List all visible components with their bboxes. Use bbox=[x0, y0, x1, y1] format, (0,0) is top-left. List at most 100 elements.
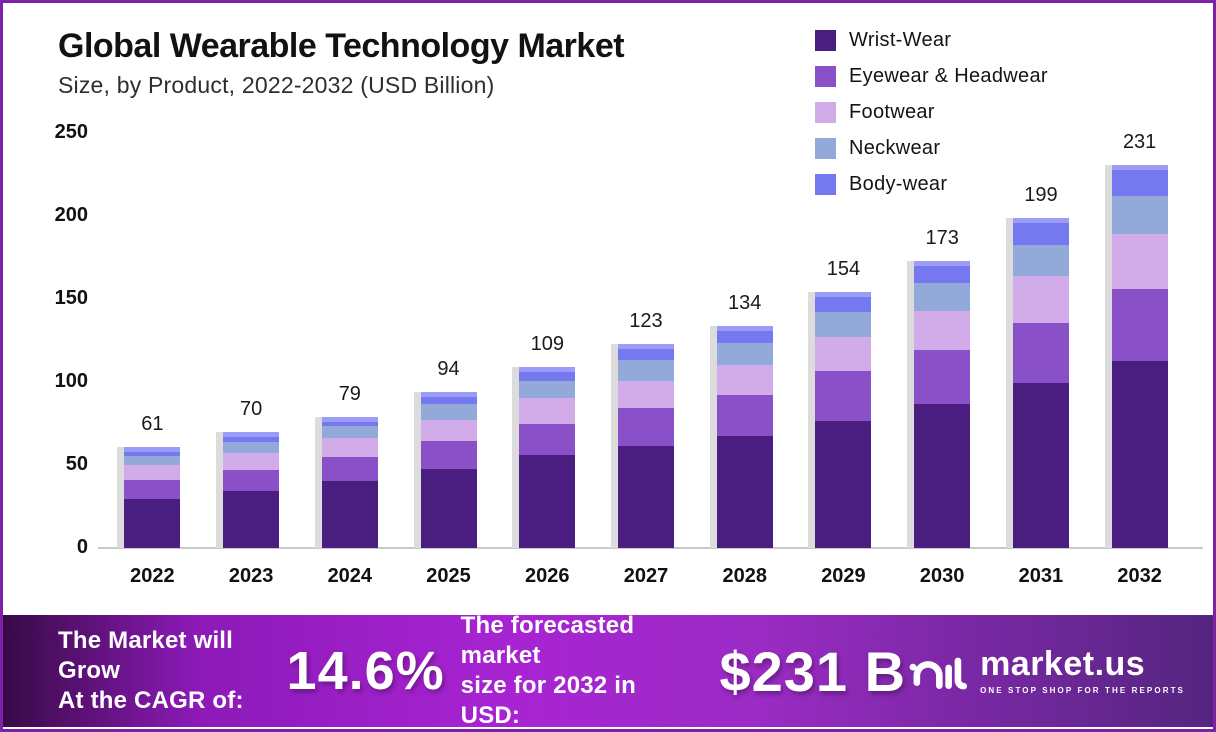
bar-2025-segment-2 bbox=[420, 419, 477, 442]
bar-2026-segment-4 bbox=[519, 367, 576, 381]
bar-2025 bbox=[420, 391, 477, 548]
legend-swatch-3 bbox=[815, 138, 836, 159]
x-axis-label-2023: 2023 bbox=[228, 565, 274, 587]
bar-total-label-2029: 154 bbox=[826, 258, 861, 281]
legend-item-4: Body-wear bbox=[815, 173, 1048, 196]
legend-label-2: Footwear bbox=[849, 101, 935, 123]
bar-2026-segment-1 bbox=[519, 423, 576, 455]
bar-2022-segment-0 bbox=[124, 499, 181, 548]
x-axis-label-2031: 2031 bbox=[1018, 565, 1064, 587]
bar-2024-segment-1 bbox=[321, 457, 378, 482]
bar-2029-segment-0 bbox=[815, 420, 872, 548]
bar-2025-segment-0 bbox=[420, 469, 477, 548]
bar-total-label-2028: 134 bbox=[728, 291, 762, 314]
bar-2025-segment-1 bbox=[420, 441, 477, 470]
bar-2024-segment-4 bbox=[321, 416, 378, 427]
bar-2028-segment-1 bbox=[716, 395, 773, 436]
bar-2030-segment-0 bbox=[914, 404, 971, 548]
bar-2026-segment-3 bbox=[519, 380, 576, 399]
bar-2022-segment-1 bbox=[124, 480, 181, 500]
bar-2022-segment-2 bbox=[124, 465, 181, 481]
bar-2025-segment-3 bbox=[420, 404, 477, 420]
bar-total-label-2032: 231 bbox=[1122, 130, 1157, 153]
y-axis-tick-100: 100 bbox=[54, 370, 88, 392]
legend-item-2: Footwear bbox=[815, 101, 1048, 124]
legend-label-4: Body-wear bbox=[849, 173, 948, 195]
bar-2031 bbox=[1012, 217, 1069, 548]
stacked-bar-chart: 0 50 100 150 200 250 61 2022 70 2023 79 2024 94 2025 1… bbox=[3, 3, 1213, 729]
bar-2029-segment-1 bbox=[815, 371, 872, 421]
bar-2032-segment-3 bbox=[1111, 195, 1168, 234]
cagr-caption-line2: At the CAGR of: bbox=[58, 687, 244, 714]
bar-2031-segment-4 bbox=[1012, 217, 1069, 245]
forecast-caption-line2: size for 2032 in USD: bbox=[460, 672, 636, 729]
bar-2025-segment-4 bbox=[420, 391, 477, 405]
legend-label-0: Wrist-Wear bbox=[849, 29, 952, 51]
legend-item-1: Eyewear & Headwear bbox=[815, 65, 1048, 88]
bar-2026 bbox=[519, 367, 576, 548]
x-axis-label-2028: 2028 bbox=[722, 565, 767, 587]
logo-name: market.us bbox=[980, 645, 1146, 683]
bar-2031-segment-2 bbox=[1012, 276, 1069, 324]
bar-2032-segment-1 bbox=[1111, 288, 1168, 361]
cagr-caption: The Market will Grow At the CAGR of: bbox=[58, 626, 273, 716]
bar-total-label-2022: 61 bbox=[141, 412, 164, 435]
bar-2027-segment-1 bbox=[618, 408, 674, 447]
legend-swatch-1 bbox=[815, 66, 836, 87]
legend-item-3: Neckwear bbox=[815, 137, 1048, 160]
bar-2027-segment-4 bbox=[618, 343, 674, 360]
bar-2024-segment-3 bbox=[321, 426, 378, 438]
x-axis-label-2022: 2022 bbox=[130, 565, 175, 587]
market-us-logo: market.us ONE STOP SHOP FOR THE REPORTS bbox=[906, 644, 1185, 698]
bar-2026-segment-0 bbox=[519, 454, 576, 548]
legend: Wrist-Wear Eyewear & Headwear Footwear Neck… bbox=[815, 29, 1048, 209]
legend-label-3: Neckwear bbox=[849, 137, 941, 159]
bar-2031-segment-0 bbox=[1012, 383, 1069, 548]
bar-2030-segment-2 bbox=[914, 311, 971, 351]
bar-2023-segment-1 bbox=[223, 469, 280, 491]
header: Global Wearable Technology Market Size, … bbox=[58, 27, 625, 99]
forecast-caption: The forecasted market size for 2032 in U… bbox=[460, 611, 690, 729]
x-axis-label-2032: 2032 bbox=[1117, 565, 1162, 587]
forecast-value: $231 B bbox=[719, 639, 907, 703]
market-us-logo-icon bbox=[909, 657, 968, 690]
x-axis-label-2026: 2026 bbox=[525, 565, 570, 587]
bar-2029 bbox=[815, 292, 872, 548]
bar-2032-segment-2 bbox=[1111, 233, 1168, 289]
y-axis-tick-250: 250 bbox=[54, 121, 88, 143]
bar-2023-segment-4 bbox=[223, 431, 280, 442]
bar-2030-segment-3 bbox=[914, 282, 971, 312]
x-axis-line bbox=[98, 547, 1203, 549]
bar-2027-segment-2 bbox=[618, 381, 674, 409]
bar-2029-segment-2 bbox=[815, 336, 872, 372]
market-us-logo-text: market.us ONE STOP SHOP FOR THE REPORTS bbox=[980, 647, 1185, 695]
bar-2031-segment-3 bbox=[1012, 244, 1069, 277]
bar-2027 bbox=[618, 343, 674, 548]
x-axis-label-2027: 2027 bbox=[623, 565, 669, 587]
bar-2032 bbox=[1111, 164, 1168, 548]
forecast-caption-line1: The forecasted market bbox=[460, 612, 635, 669]
bar-total-label-2027: 123 bbox=[629, 309, 663, 332]
bar-2028-segment-0 bbox=[716, 435, 773, 548]
bar-2032-segment-4 bbox=[1111, 164, 1168, 196]
bar-2022 bbox=[124, 446, 181, 548]
bar-total-label-2030: 173 bbox=[925, 226, 959, 249]
bar-2023 bbox=[223, 431, 280, 548]
bar-2024 bbox=[321, 416, 378, 548]
cagr-value: 14.6% bbox=[286, 641, 445, 701]
x-axis-label-2024: 2024 bbox=[327, 565, 373, 587]
bar-2028 bbox=[716, 325, 773, 548]
legend-label-1: Eyewear & Headwear bbox=[849, 65, 1048, 87]
bar-2028-segment-4 bbox=[716, 325, 773, 344]
bar-2030-segment-4 bbox=[914, 260, 971, 283]
bar-2023-segment-2 bbox=[223, 452, 280, 470]
y-axis-tick-50: 50 bbox=[65, 453, 88, 475]
bar-total-label-2026: 109 bbox=[530, 333, 564, 356]
bar-total-label-2025: 94 bbox=[437, 357, 460, 380]
legend-item-0: Wrist-Wear bbox=[815, 29, 1048, 52]
bar-2026-segment-2 bbox=[519, 398, 576, 424]
y-axis-tick-150: 150 bbox=[54, 287, 88, 309]
cagr-caption-line1: The Market will Grow bbox=[58, 627, 234, 684]
x-axis-label-2025: 2025 bbox=[426, 565, 471, 587]
